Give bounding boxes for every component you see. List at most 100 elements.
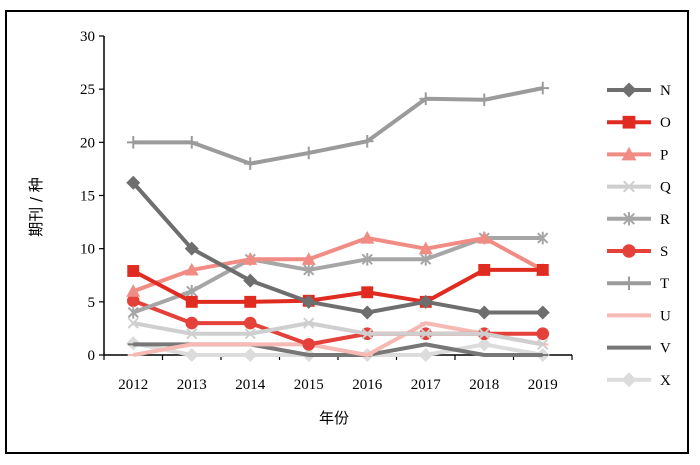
series-line-o [132, 267, 543, 304]
x-tick-label: 2012 [118, 377, 148, 393]
data-point-s [302, 338, 316, 351]
data-point-o [244, 295, 257, 308]
data-point-x [243, 348, 258, 362]
data-point-t [360, 134, 374, 148]
data-point-t [419, 92, 433, 106]
data-point-q [478, 328, 490, 340]
data-point-n [418, 294, 433, 309]
data-point-t [243, 157, 257, 170]
x-tick-label: 2016 [352, 377, 383, 393]
y-tick-label: 0 [88, 348, 96, 364]
data-point-p [126, 284, 141, 297]
data-point-r [127, 306, 139, 319]
data-point-p [360, 231, 375, 244]
data-point-o [127, 265, 140, 277]
series-n [126, 175, 550, 320]
legend-item-r: R [607, 212, 670, 228]
data-point-x [184, 348, 199, 362]
legend-item-x: X [607, 372, 671, 389]
y-tick-label: 10 [80, 242, 95, 258]
x-tick-label: 2017 [411, 377, 442, 393]
axes: 0 5 10 15 20 25 30 2012 2013 2014 2015 2016 2017 2018… [80, 29, 573, 393]
data-point-r [186, 284, 198, 298]
x-tick-label: 2018 [469, 377, 499, 393]
series-layer [126, 81, 550, 362]
legend-marker-p [621, 146, 637, 161]
data-point-p [184, 262, 199, 276]
data-point-q [420, 328, 432, 340]
legend-label-q: Q [660, 180, 671, 196]
legend-marker-x [621, 372, 637, 388]
legend-item-q: Q [607, 180, 671, 196]
legend-item-t: T [607, 276, 669, 292]
data-point-x [477, 337, 492, 352]
legend-item-n: N [607, 82, 671, 99]
legend-item-u: U [607, 308, 671, 324]
data-point-t [126, 136, 140, 149]
legend-label-p: P [660, 147, 668, 163]
legend-marker-t [622, 276, 636, 290]
x-tick-label: 2015 [294, 377, 324, 393]
data-point-q [127, 317, 139, 329]
y-tick-label: 30 [80, 29, 95, 45]
legend-label-n: N [660, 83, 671, 99]
data-point-s [243, 316, 257, 330]
data-point-r [361, 253, 373, 266]
y-tick-label: 25 [80, 82, 95, 98]
series-p [126, 231, 550, 297]
series-line-t [133, 86, 544, 166]
data-point-s [536, 327, 550, 341]
data-point-o [361, 286, 374, 299]
data-point-r [303, 263, 315, 277]
data-point-x [418, 348, 433, 362]
legend-label-v: V [660, 341, 671, 357]
data-point-o [478, 263, 491, 276]
data-point-n [535, 305, 550, 320]
series-line-q [132, 321, 544, 347]
data-point-n [360, 305, 375, 320]
data-point-q [244, 328, 256, 340]
legend-label-x: X [660, 373, 671, 389]
data-point-t [477, 93, 491, 107]
series-line-p [132, 236, 544, 294]
series-line-n [131, 181, 543, 315]
legend-marker-r [623, 212, 635, 226]
data-point-n [477, 305, 492, 320]
data-point-s [185, 316, 199, 330]
legend-label-o: O [660, 115, 671, 131]
legend-label-s: S [660, 244, 668, 260]
legend-label-r: R [660, 212, 670, 228]
data-point-p [418, 241, 433, 255]
data-point-q [303, 317, 315, 329]
series-t [126, 81, 550, 170]
y-tick-label: 5 [88, 295, 96, 311]
y-tick-label: 20 [80, 135, 95, 151]
legend-item-p: P [607, 146, 668, 163]
data-point-q [186, 328, 198, 340]
data-point-r [537, 231, 549, 245]
y-tick-label: 15 [80, 189, 95, 205]
data-point-s [126, 294, 140, 308]
legend-marker-n [621, 82, 637, 98]
x-tick-label: 2019 [528, 377, 558, 393]
legend-marker-o [622, 115, 636, 129]
data-point-p [243, 252, 258, 265]
data-point-t [185, 136, 199, 149]
x-axis-label: 年份 [319, 409, 349, 427]
data-point-p [301, 252, 316, 265]
data-point-n [243, 273, 258, 288]
data-point-o [185, 295, 198, 308]
legend-item-o: O [607, 115, 671, 131]
data-point-t [536, 81, 550, 95]
legend-item-s: S [607, 244, 668, 260]
x-tick-label: 2014 [235, 377, 266, 393]
data-point-o [536, 263, 549, 276]
chart-frame [5, 10, 689, 454]
series-q [127, 317, 549, 350]
data-point-n [126, 175, 141, 190]
data-point-n [301, 294, 316, 309]
x-tick-label: 2013 [177, 377, 207, 393]
legend-label-t: T [660, 276, 669, 292]
